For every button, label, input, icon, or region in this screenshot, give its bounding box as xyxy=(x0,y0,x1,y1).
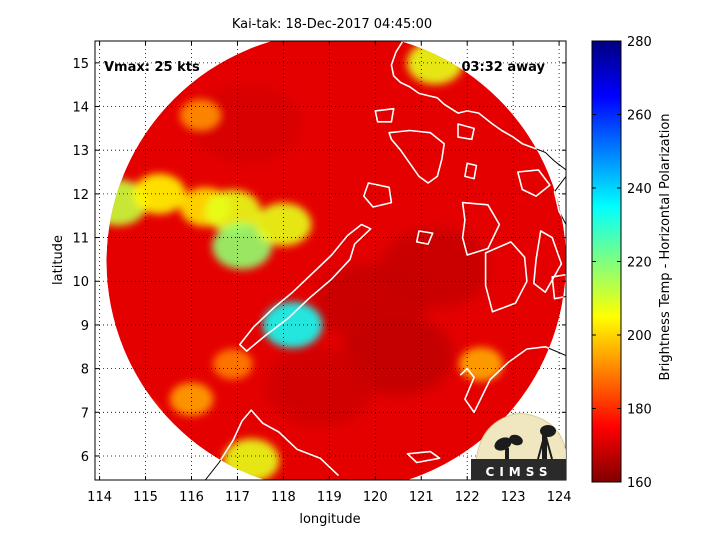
axes-box xyxy=(94,40,567,481)
cold-feature xyxy=(262,301,323,348)
coastline-cuyo-swath xyxy=(415,230,434,245)
colorbar-tick-label: 260 xyxy=(627,109,652,124)
coastline-panay-swath xyxy=(461,201,501,256)
logo-tower-legs xyxy=(537,436,553,460)
coastline-romblon-swath xyxy=(464,162,478,180)
coastline-luzon-swath xyxy=(390,41,566,171)
warm-regions xyxy=(191,83,491,427)
cold-feature xyxy=(255,202,312,247)
coastlines-in-swath xyxy=(204,41,566,480)
x-tick-label: 118 xyxy=(271,490,296,505)
warm-region xyxy=(380,228,491,309)
cold-feature xyxy=(458,347,504,382)
x-tick-label: 124 xyxy=(547,490,572,505)
logo-building xyxy=(471,459,566,480)
logo-text: CIMSS xyxy=(486,465,553,479)
colorbar-tick-label: 180 xyxy=(627,403,652,418)
coastline-marinduque-swath xyxy=(457,123,475,141)
cold-feature xyxy=(106,179,148,226)
cold-feature xyxy=(212,223,272,270)
y-tick-label: 14 xyxy=(72,101,89,116)
y-tick-label: 15 xyxy=(72,57,89,72)
x-tick-label: 117 xyxy=(225,490,250,505)
coastline-masbate-swath xyxy=(517,169,551,197)
logo-tower-tank xyxy=(540,425,556,437)
logo-tower xyxy=(542,433,547,459)
logo-dish-left xyxy=(494,437,512,451)
y-tick-label: 7 xyxy=(81,406,89,421)
y-tick-label: 6 xyxy=(81,450,89,465)
coastline-negros-swath xyxy=(484,241,528,313)
coastline-mindoro-swath xyxy=(388,129,445,184)
y-tick-label: 13 xyxy=(72,144,89,159)
colorbar-tick-label: 160 xyxy=(627,476,652,491)
warm-region xyxy=(265,346,376,427)
x-tick-label: 121 xyxy=(409,490,434,505)
cold-feature xyxy=(212,348,253,380)
chart-title: Kai-tak: 18-Dec-2017 04:45:00 xyxy=(232,17,432,32)
coastline-sulu-swath xyxy=(406,450,441,464)
vmax-annotation: Vmax: 25 kts xyxy=(104,60,200,75)
y-axis-label: latitude xyxy=(51,235,66,285)
colorbar-tick-label: 240 xyxy=(627,182,652,197)
coastline-calamian-swath xyxy=(363,182,393,208)
colorbar-tick-label: 200 xyxy=(627,329,652,344)
x-tick-label: 116 xyxy=(179,490,204,505)
coastline-bohol-swath xyxy=(551,273,566,300)
y-tick-label: 10 xyxy=(72,275,89,290)
logo-dish-stand xyxy=(505,448,509,459)
y-tick-label: 8 xyxy=(81,363,89,378)
colorbar-ticks: 160 180 200 220 240 260 280 xyxy=(592,35,652,491)
x-tick-label: 119 xyxy=(317,490,342,505)
cold-feature xyxy=(169,382,214,416)
x-tick-label: 114 xyxy=(87,490,112,505)
grid xyxy=(95,41,566,480)
x-tick-label: 115 xyxy=(133,490,158,505)
coastline-cebu-swath xyxy=(533,230,563,293)
coastline-lubang-swath xyxy=(374,107,395,123)
coastline-mindanao-swath xyxy=(459,346,566,414)
colorbar xyxy=(591,40,622,483)
x-tick-label: 122 xyxy=(455,490,480,505)
swath-layer xyxy=(106,41,566,480)
x-tick-label: 120 xyxy=(363,490,388,505)
cold-feature xyxy=(179,99,222,132)
time-away-annotation: 03:32 away xyxy=(461,60,545,75)
colorbar-tick-label: 280 xyxy=(627,35,652,50)
colorbar-label: Brightness Temp - Horizontal Polarizatio… xyxy=(658,113,673,380)
y-tick-label: 9 xyxy=(81,319,89,334)
colorbar-tick-label: 220 xyxy=(627,256,652,271)
coastline-palawan-swath xyxy=(238,223,372,352)
logo-dish-center xyxy=(509,434,523,446)
x-tick-label: 123 xyxy=(501,490,526,505)
coastlines xyxy=(204,41,566,480)
coastline-borneo-swath xyxy=(204,409,340,480)
axis-ticks: 114 115 116 117 118 119 120 121 122 123 124 6 7 8 9 10 1… xyxy=(72,41,572,505)
y-tick-label: 11 xyxy=(72,232,89,247)
y-tick-label: 12 xyxy=(72,188,89,203)
cimss-logo: CIMSS xyxy=(471,412,566,480)
x-axis-label: longitude xyxy=(299,512,360,527)
cold-feature xyxy=(204,189,261,233)
warm-region xyxy=(191,83,302,164)
